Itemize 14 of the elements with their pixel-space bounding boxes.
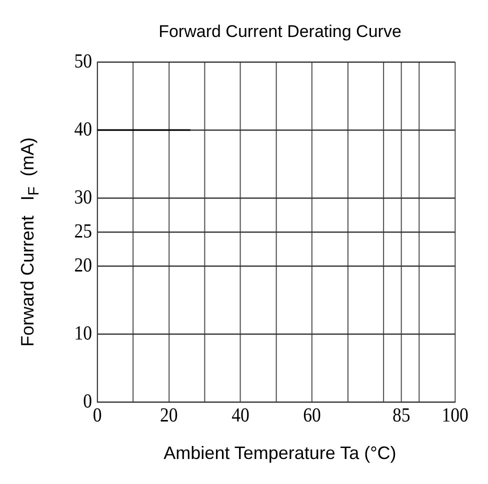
- x-axis-title: Ambient Temperature Ta (°C): [162, 443, 398, 464]
- chart-title: Forward Current Derating Curve: [158, 22, 402, 42]
- y-tick-label: 20: [74, 254, 92, 277]
- x-tick-label: 60: [303, 404, 321, 427]
- y-tick-label: 50: [74, 50, 92, 73]
- y-tick-label: 10: [74, 322, 92, 345]
- y-tick-label: 0: [83, 390, 92, 413]
- x-tick-label: 85: [392, 404, 410, 427]
- x-tick-label: 40: [232, 404, 250, 427]
- y-tick-label: 40: [74, 118, 92, 141]
- x-tick-label: 100: [442, 404, 468, 427]
- y-tick-label: 25: [74, 220, 92, 243]
- y-tick-label: 30: [74, 186, 92, 209]
- x-tick-label: 20: [160, 404, 178, 427]
